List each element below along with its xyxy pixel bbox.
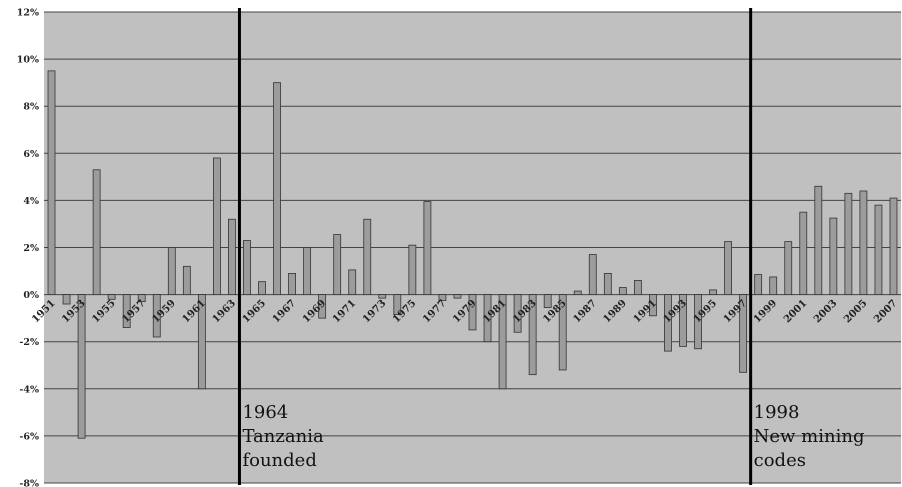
bar bbox=[588, 254, 597, 296]
bar bbox=[348, 269, 357, 295]
gridlines bbox=[44, 11, 901, 484]
bar bbox=[107, 294, 116, 300]
bar bbox=[318, 294, 327, 319]
bar bbox=[243, 240, 251, 295]
annotations: 1964 Tanzania founded 1998 New mining codes bbox=[237, 8, 865, 485]
bar bbox=[363, 218, 372, 296]
bar bbox=[77, 294, 86, 439]
bar bbox=[573, 290, 582, 296]
bar bbox=[228, 218, 236, 296]
bar bbox=[769, 276, 778, 296]
y-tick-label: 10% bbox=[17, 55, 39, 66]
annotation-text: founded bbox=[242, 450, 316, 471]
y-tick-label: -6% bbox=[19, 431, 39, 442]
y-tick-label: 2% bbox=[23, 243, 39, 254]
bar bbox=[528, 294, 537, 376]
y-tick-label: -4% bbox=[19, 384, 39, 395]
bar bbox=[739, 294, 748, 373]
bar bbox=[649, 294, 657, 317]
bar bbox=[844, 192, 853, 296]
bars bbox=[47, 70, 898, 439]
bar bbox=[889, 197, 898, 295]
annotation-text: codes bbox=[754, 450, 806, 471]
bar bbox=[679, 294, 687, 347]
annotation-text: Tanzania bbox=[242, 426, 323, 447]
bar bbox=[152, 294, 161, 338]
y-tick-label: 8% bbox=[23, 102, 39, 113]
bar bbox=[799, 211, 808, 296]
bar bbox=[167, 247, 176, 295]
bar bbox=[453, 294, 462, 299]
bar bbox=[438, 294, 447, 301]
bar bbox=[694, 294, 702, 350]
y-tick-label: -2% bbox=[19, 337, 39, 348]
bar bbox=[633, 280, 642, 296]
bar bbox=[483, 294, 492, 343]
bar bbox=[333, 234, 342, 296]
bar bbox=[603, 273, 612, 295]
bar bbox=[303, 247, 312, 295]
bar bbox=[513, 294, 522, 333]
bar bbox=[664, 294, 672, 352]
bar bbox=[47, 70, 56, 296]
bar bbox=[498, 294, 507, 390]
bar bbox=[423, 201, 432, 295]
bar bbox=[784, 241, 793, 296]
bar bbox=[814, 185, 823, 296]
bar bbox=[724, 241, 732, 296]
y-tick-label: -8% bbox=[19, 479, 39, 487]
bar bbox=[558, 294, 567, 371]
bar bbox=[197, 294, 206, 390]
bar bbox=[258, 281, 266, 295]
bar bbox=[62, 294, 71, 305]
bar bbox=[829, 217, 838, 295]
bar bbox=[213, 157, 221, 295]
bar bbox=[468, 294, 477, 331]
bar bbox=[408, 244, 417, 296]
y-tick-label: 4% bbox=[23, 196, 39, 207]
bar bbox=[754, 274, 763, 295]
bar bbox=[393, 294, 402, 316]
bar bbox=[288, 273, 296, 295]
bar bbox=[182, 265, 191, 295]
y-axis-ticks: -8% -6% -4% -2% 0% 2% 4% 6% 8% 10% 12% bbox=[17, 8, 39, 487]
bar bbox=[543, 294, 552, 308]
bar bbox=[859, 190, 868, 295]
bar bbox=[874, 204, 883, 295]
y-tick-label: 12% bbox=[17, 8, 39, 19]
bar bbox=[378, 294, 387, 299]
bar bbox=[92, 169, 101, 296]
bar bbox=[122, 294, 131, 328]
bar bbox=[137, 294, 146, 303]
annotation-text: 1998 bbox=[754, 402, 800, 423]
bar bbox=[709, 289, 717, 296]
bar bbox=[618, 287, 627, 296]
y-tick-label: 6% bbox=[23, 149, 39, 160]
y-tick-label: 0% bbox=[23, 290, 39, 301]
bar bbox=[273, 82, 281, 295]
annotation-text: New mining bbox=[754, 426, 865, 447]
annotation-text: 1964 bbox=[242, 402, 288, 423]
